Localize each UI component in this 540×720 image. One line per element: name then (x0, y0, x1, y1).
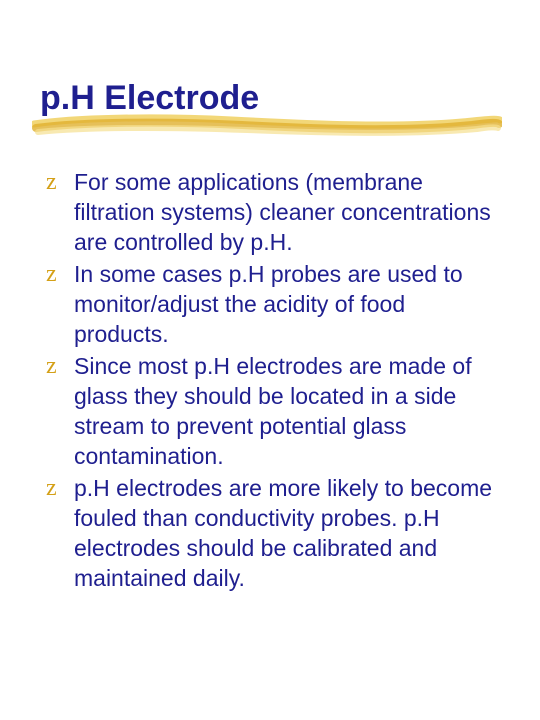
bullet-text: For some applications (membrane filtrati… (74, 167, 500, 257)
title-block: p.H Electrode (40, 78, 500, 119)
list-item: z In some cases p.H probes are used to m… (46, 259, 500, 349)
bullet-marker: z (46, 473, 74, 503)
list-item: z Since most p.H electrodes are made of … (46, 351, 500, 471)
slide-title: p.H Electrode (40, 78, 500, 119)
slide: p.H Electrode z For some applications (m… (0, 0, 540, 720)
bullet-marker: z (46, 167, 74, 197)
bullet-marker: z (46, 259, 74, 289)
bullet-text: In some cases p.H probes are used to mon… (74, 259, 500, 349)
list-item: z p.H electrodes are more likely to beco… (46, 473, 500, 593)
bullet-list: z For some applications (membrane filtra… (40, 167, 500, 593)
bullet-marker: z (46, 351, 74, 381)
bullet-text: p.H electrodes are more likely to become… (74, 473, 500, 593)
bullet-text: Since most p.H electrodes are made of gl… (74, 351, 500, 471)
list-item: z For some applications (membrane filtra… (46, 167, 500, 257)
